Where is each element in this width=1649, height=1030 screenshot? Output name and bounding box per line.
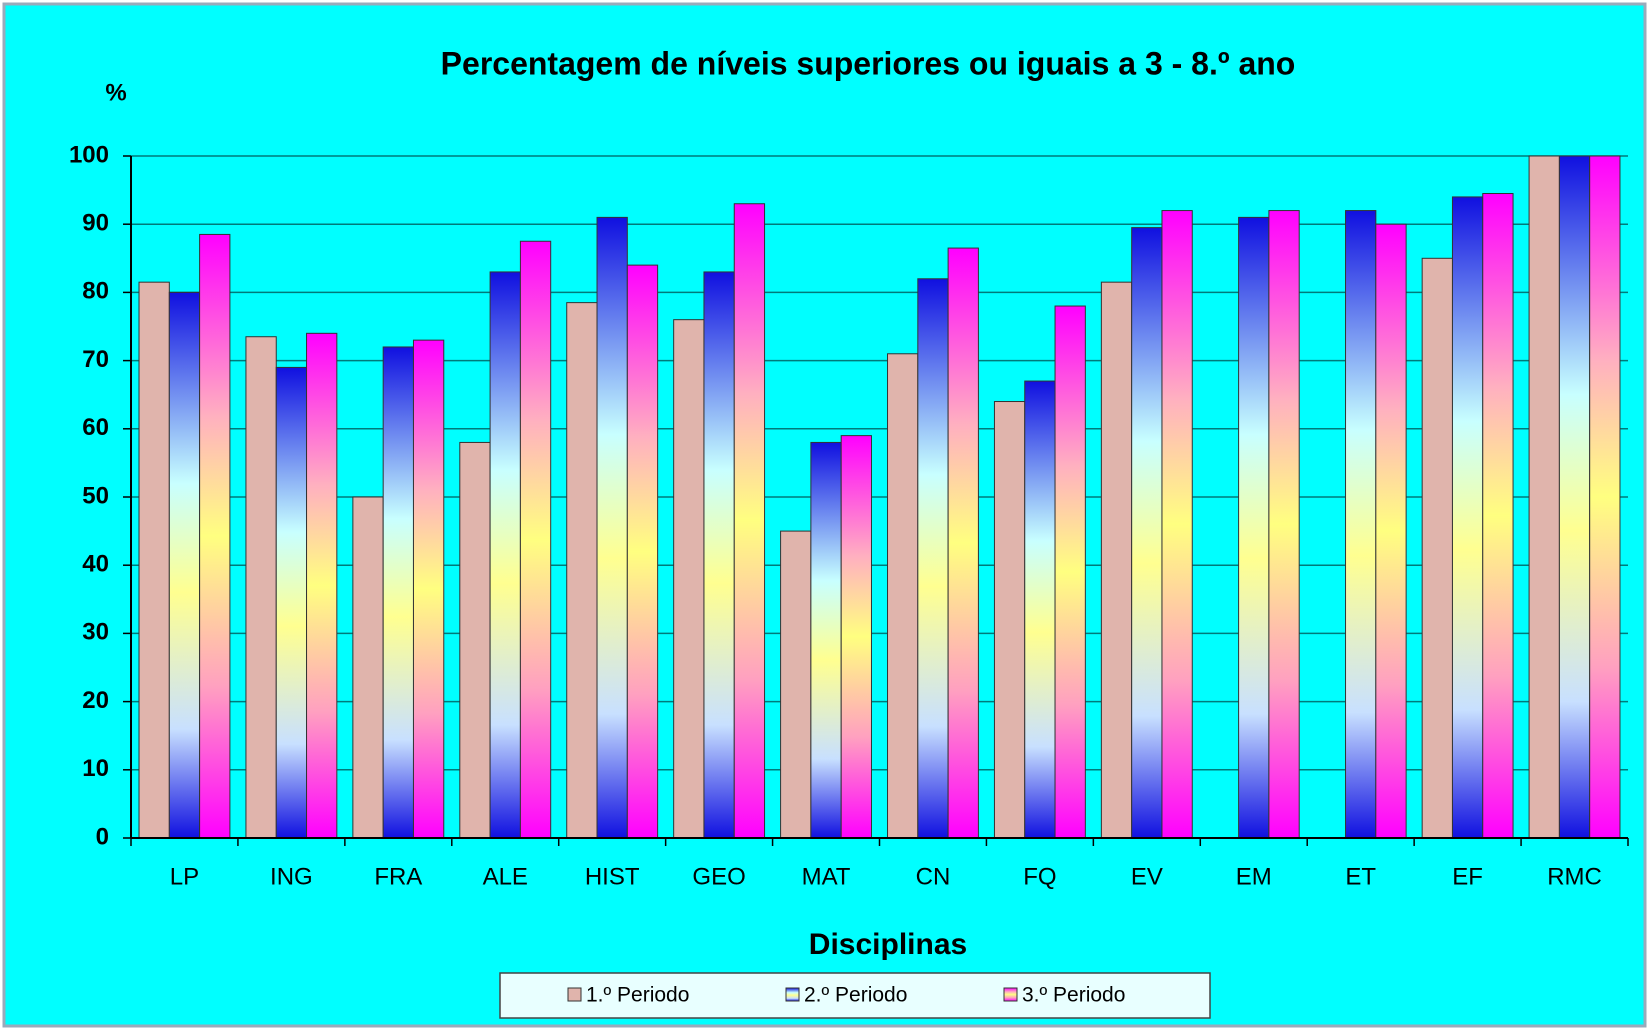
bar bbox=[947, 247, 979, 839]
bar bbox=[1421, 257, 1453, 839]
bar bbox=[352, 496, 384, 839]
bar bbox=[1161, 210, 1193, 839]
x-axis-label: Disciplinas bbox=[809, 928, 967, 961]
bar bbox=[596, 216, 628, 839]
y-tick-label: 50 bbox=[82, 482, 109, 509]
y-tick-label: 0 bbox=[96, 823, 109, 850]
bar bbox=[245, 336, 277, 839]
y-tick-label: 20 bbox=[82, 687, 109, 714]
bar bbox=[673, 319, 705, 839]
bar bbox=[1024, 380, 1056, 839]
bar bbox=[626, 264, 659, 839]
x-tick-label: HIST bbox=[585, 863, 640, 890]
y-tick-label: 80 bbox=[82, 278, 109, 305]
bar bbox=[917, 278, 949, 839]
bar bbox=[382, 346, 414, 839]
legend-swatch bbox=[1003, 987, 1018, 1002]
x-tick-label: ALE bbox=[483, 863, 528, 890]
y-tick-label: 90 bbox=[82, 210, 109, 237]
x-tick-label: EF bbox=[1452, 863, 1483, 890]
bar bbox=[1482, 193, 1514, 839]
legend-swatch bbox=[785, 987, 800, 1002]
bar bbox=[199, 233, 231, 839]
legend-label: 1.º Periodo bbox=[586, 984, 689, 1007]
bar bbox=[733, 203, 766, 839]
x-tick-label: ING bbox=[270, 863, 313, 890]
bar bbox=[138, 281, 170, 839]
bar bbox=[1558, 155, 1591, 839]
x-tick-label: LP bbox=[170, 863, 199, 890]
legend-label: 3.º Periodo bbox=[1022, 984, 1125, 1007]
bar bbox=[412, 339, 445, 839]
bar bbox=[993, 401, 1026, 839]
y-tick-label: 70 bbox=[82, 346, 109, 373]
y-tick-label: 100 bbox=[69, 141, 109, 168]
bar bbox=[1131, 227, 1163, 839]
bar bbox=[275, 366, 308, 839]
bar bbox=[306, 332, 338, 839]
legend-label: 2.º Periodo bbox=[804, 984, 907, 1007]
bar bbox=[887, 353, 919, 839]
bar bbox=[566, 302, 598, 839]
y-tick-label: 60 bbox=[82, 414, 109, 441]
bar bbox=[703, 271, 735, 839]
bar bbox=[1528, 155, 1560, 839]
bar bbox=[1054, 305, 1086, 839]
bar bbox=[489, 271, 521, 839]
bar bbox=[519, 240, 552, 839]
y-axis-label: % bbox=[105, 79, 126, 106]
legend-box bbox=[499, 972, 1211, 1019]
x-tick-label: MAT bbox=[802, 863, 851, 890]
bar bbox=[1238, 216, 1270, 839]
bar bbox=[1451, 196, 1484, 839]
y-tick-label: 30 bbox=[82, 619, 109, 646]
chart-title: Percentagem de níveis superiores ou igua… bbox=[441, 45, 1296, 81]
x-tick-label: FRA bbox=[374, 863, 422, 890]
x-tick-label: CN bbox=[916, 863, 951, 890]
bar bbox=[1268, 210, 1300, 839]
y-tick-label: 10 bbox=[82, 755, 109, 782]
x-tick-label: EM bbox=[1236, 863, 1272, 890]
bar bbox=[1375, 223, 1407, 839]
bar bbox=[168, 291, 201, 839]
x-tick-label: ET bbox=[1345, 863, 1376, 890]
bar bbox=[780, 530, 812, 839]
x-tick-label: RMC bbox=[1547, 863, 1602, 890]
bar bbox=[810, 441, 842, 839]
y-tick-label: 40 bbox=[82, 551, 109, 578]
bar bbox=[1345, 210, 1377, 839]
bar bbox=[1100, 281, 1133, 839]
x-tick-label: GEO bbox=[692, 863, 745, 890]
x-tick-label: EV bbox=[1131, 863, 1163, 890]
bar bbox=[1589, 155, 1621, 839]
legend-swatch bbox=[567, 987, 582, 1002]
x-tick-label: FQ bbox=[1023, 863, 1056, 890]
bar bbox=[459, 441, 491, 839]
bar bbox=[840, 435, 872, 839]
